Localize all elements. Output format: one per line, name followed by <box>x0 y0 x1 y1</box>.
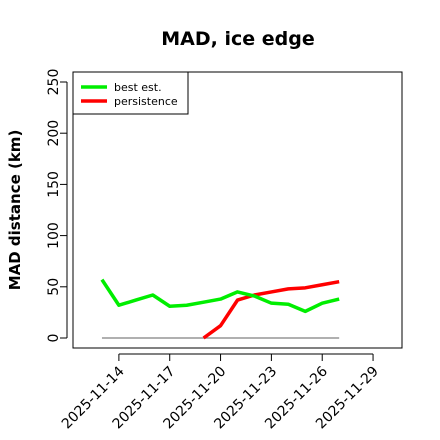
chart-marks <box>100 278 340 340</box>
y-tick-label: 250 <box>46 69 62 96</box>
y-tick-label: 200 <box>46 120 62 147</box>
chart-legend: best est.persistence <box>72 71 189 115</box>
legend-label: persistence <box>114 95 178 108</box>
y-tick-label: 100 <box>46 222 62 249</box>
legend-label: best est. <box>114 81 162 94</box>
series-line-persistence <box>202 279 340 340</box>
plot-area <box>72 71 403 349</box>
legend-box <box>72 71 189 115</box>
chart-title: MAD, ice edge <box>161 28 314 50</box>
chart-axes: 0501001502002502025-11-142025-11-172025-… <box>46 69 382 433</box>
y-tick-label: 0 <box>46 334 62 343</box>
y-axis-label: MAD distance (km) <box>6 130 24 291</box>
y-tick-label: 50 <box>46 278 62 296</box>
series-line-best-est <box>100 278 340 314</box>
y-tick-label: 150 <box>46 171 62 198</box>
